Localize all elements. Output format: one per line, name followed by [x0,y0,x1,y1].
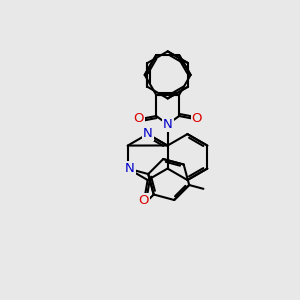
Text: N: N [163,118,172,131]
Text: O: O [133,112,144,125]
Text: N: N [125,162,135,175]
Text: N: N [143,127,152,140]
Text: O: O [192,112,202,125]
Text: O: O [138,194,148,207]
